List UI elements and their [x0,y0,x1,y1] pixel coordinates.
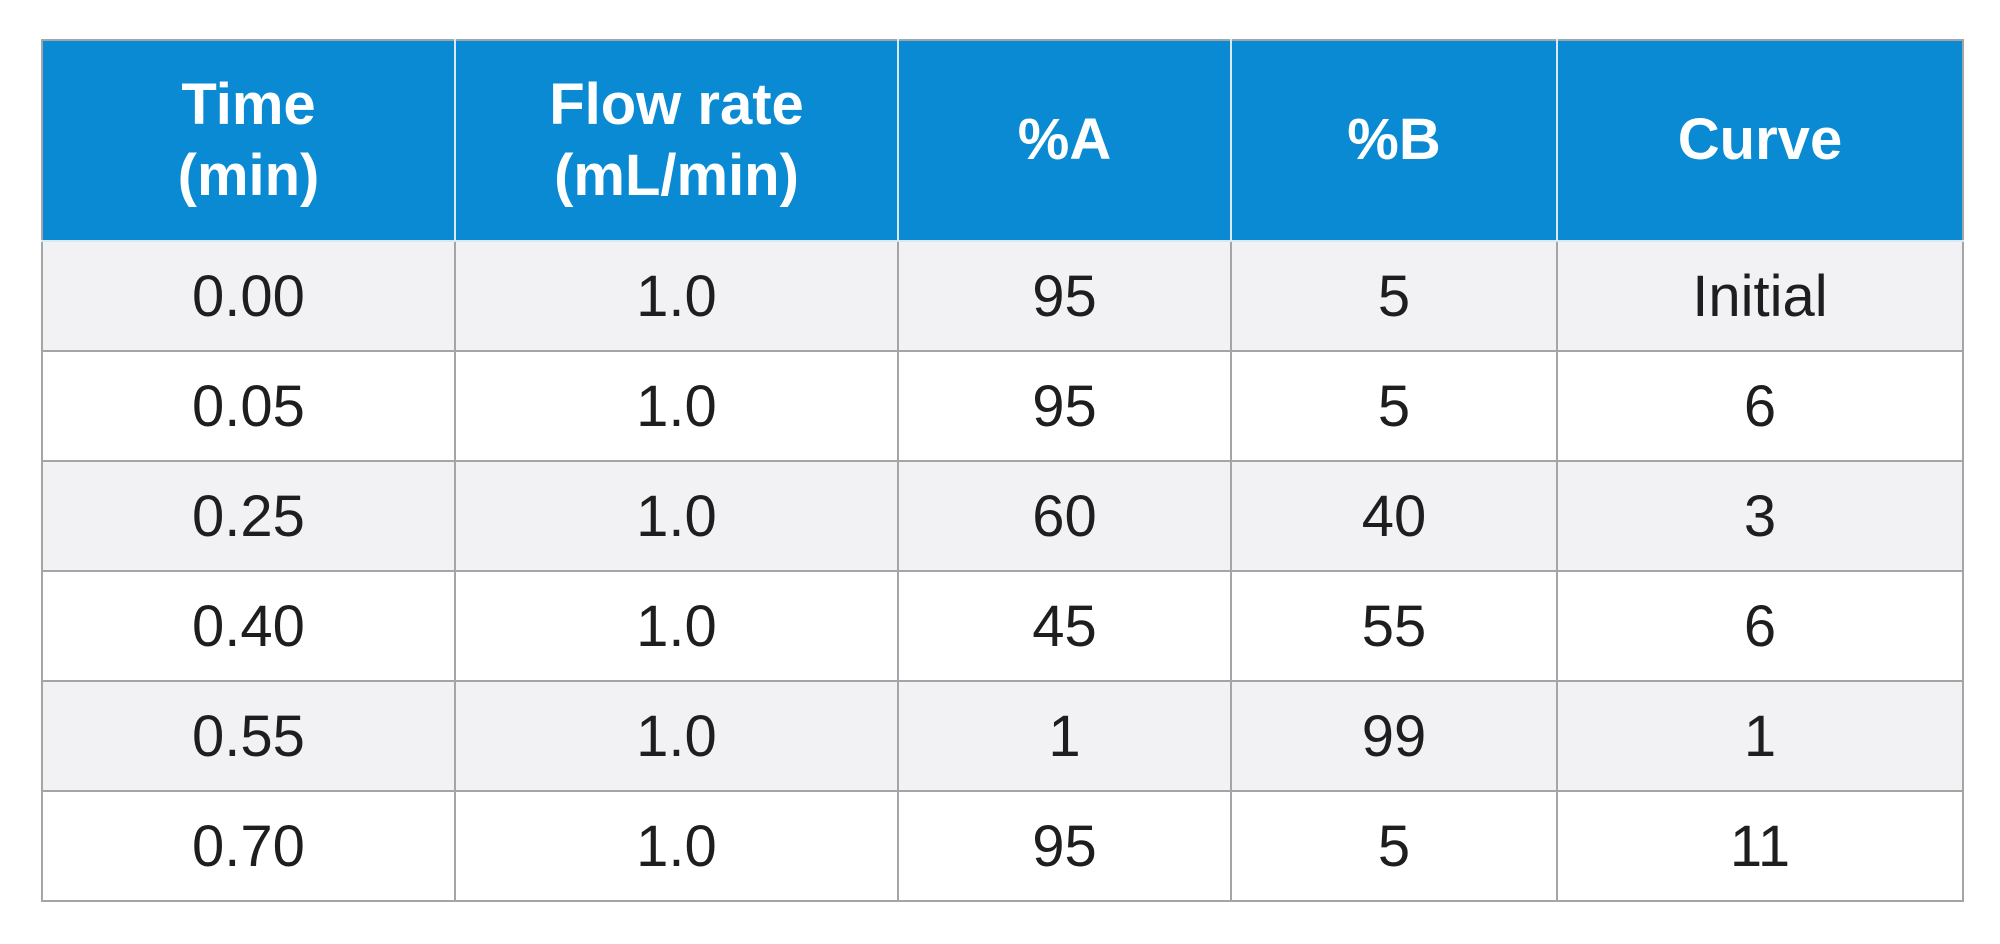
table-row: 0.00 1.0 95 5 Initial [41,240,1964,352]
cell-flow-rate: 1.0 [454,680,899,792]
cell-percent-b: 5 [1230,790,1558,902]
cell-curve: Initial [1556,240,1964,352]
cell-percent-a: 60 [897,460,1232,572]
cell-time: 0.05 [41,350,456,462]
table-body: 0.00 1.0 95 5 Initial 0.05 1.0 95 5 6 0.… [41,240,1964,902]
cell-percent-b: 5 [1230,350,1558,462]
gradient-table: Time (min) Flow rate (mL/min) %A %B Curv… [41,39,1964,902]
cell-percent-a: 45 [897,570,1232,682]
gradient-table-container: Time (min) Flow rate (mL/min) %A %B Curv… [41,39,1964,902]
header-percent-b-label: %B [1347,107,1441,173]
cell-curve: 11 [1556,790,1964,902]
cell-percent-b: 99 [1230,680,1558,792]
cell-percent-a: 1 [897,680,1232,792]
cell-flow-rate: 1.0 [454,790,899,902]
cell-curve: 3 [1556,460,1964,572]
cell-percent-a: 95 [897,240,1232,352]
cell-percent-b: 40 [1230,460,1558,572]
table-row: 0.70 1.0 95 5 11 [41,790,1964,902]
cell-time: 0.00 [41,240,456,352]
cell-percent-b: 55 [1230,570,1558,682]
cell-time: 0.40 [41,570,456,682]
cell-time: 0.55 [41,680,456,792]
cell-percent-a: 95 [897,790,1232,902]
cell-time: 0.25 [41,460,456,572]
table-row: 0.25 1.0 60 40 3 [41,460,1964,572]
cell-flow-rate: 1.0 [454,460,899,572]
header-percent-a: %A [897,39,1232,242]
table-row: 0.40 1.0 45 55 6 [41,570,1964,682]
header-flow-rate: Flow rate (mL/min) [454,39,899,242]
cell-flow-rate: 1.0 [454,240,899,352]
table-header: Time (min) Flow rate (mL/min) %A %B Curv… [41,39,1964,242]
cell-curve: 6 [1556,570,1964,682]
header-percent-b: %B [1230,39,1558,242]
header-curve: Curve [1556,39,1964,242]
cell-flow-rate: 1.0 [454,350,899,462]
header-flow-rate-unit: (mL/min) [554,142,799,208]
header-time: Time (min) [41,39,456,242]
cell-percent-b: 5 [1230,240,1558,352]
cell-curve: 6 [1556,350,1964,462]
header-curve-label: Curve [1677,107,1843,173]
table-row: 0.05 1.0 95 5 6 [41,350,1964,462]
cell-time: 0.70 [41,790,456,902]
header-flow-rate-label: Flow rate [549,71,804,137]
cell-curve: 1 [1556,680,1964,792]
header-time-unit: (min) [177,142,320,208]
cell-percent-a: 95 [897,350,1232,462]
cell-flow-rate: 1.0 [454,570,899,682]
header-row: Time (min) Flow rate (mL/min) %A %B Curv… [41,39,1964,242]
header-percent-a-label: %A [1017,107,1112,173]
table-row: 0.55 1.0 1 99 1 [41,680,1964,792]
header-time-label: Time [181,71,316,137]
